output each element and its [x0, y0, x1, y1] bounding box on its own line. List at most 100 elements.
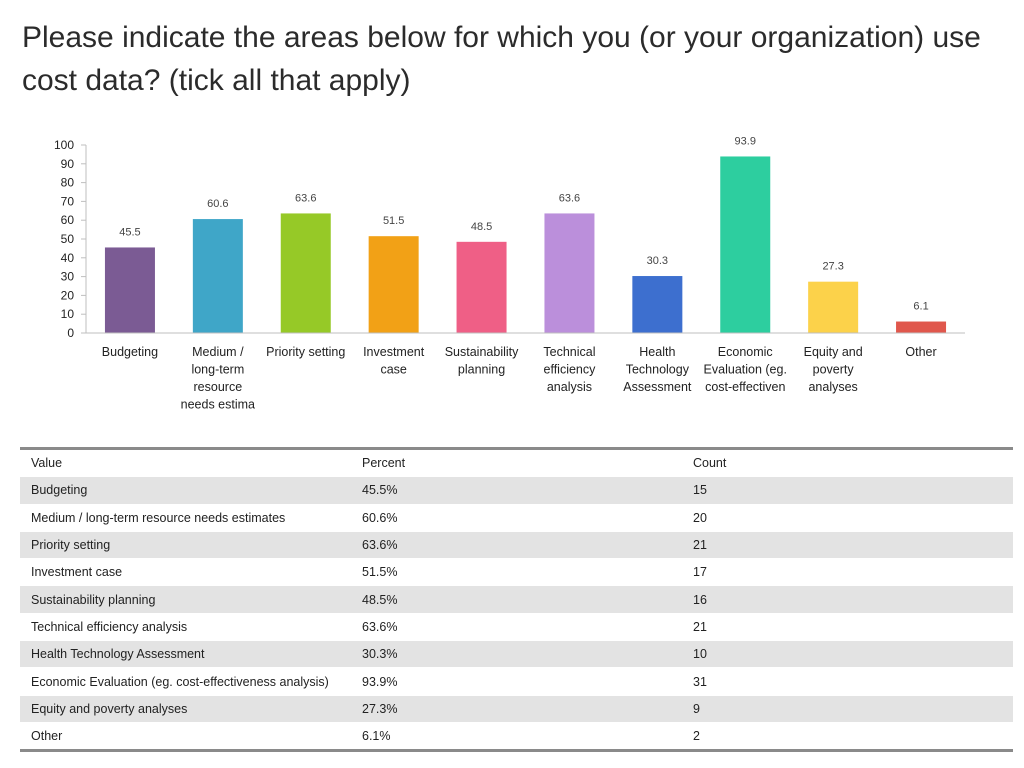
data-label: 93.9: [735, 135, 756, 147]
category-label-line: cost-effectiven: [705, 380, 785, 394]
category-label-line: analyses: [808, 380, 857, 394]
bar: [192, 219, 243, 333]
category-label: Health Technology Assessment: [623, 345, 692, 394]
category-label: Technical efficiency analysis: [543, 345, 596, 394]
category-label-line: Health: [639, 345, 675, 359]
percent-cell: 93.9%: [351, 667, 682, 696]
data-label: 45.5: [119, 226, 140, 238]
value-cell: Health Technology Assessment: [20, 640, 351, 669]
value-cell: Other: [20, 722, 351, 752]
category-label-line: planning: [458, 363, 505, 377]
category-label-line: poverty: [813, 363, 855, 377]
table-row: Other 6.1% 2: [20, 722, 1013, 752]
category-label-line: long-term: [191, 363, 244, 377]
bar: [632, 276, 683, 333]
value-cell: Priority setting: [20, 531, 351, 560]
count-cell: 10: [682, 640, 1013, 669]
category-label-line: needs estima: [181, 398, 255, 412]
percent-cell: 27.3%: [351, 695, 682, 723]
category-label-line: analysis: [547, 380, 592, 394]
bar: [104, 247, 155, 333]
bar: [544, 213, 595, 333]
value-cell: Budgeting: [20, 476, 351, 505]
bar: [896, 321, 947, 333]
category-label-line: Economic: [718, 345, 773, 359]
table-body: Budgeting 45.5% 15 Medium / long-term resou…: [20, 476, 1013, 752]
count-cell: 9: [682, 695, 1013, 723]
table-row: Investment case 51.5% 17: [20, 558, 1013, 587]
table-row: Technical efficiency analysis 63.6% 21: [20, 613, 1013, 642]
category-label-line: case: [380, 363, 406, 377]
value-cell: Medium / long-term resource needs estima…: [20, 504, 351, 532]
count-cell: 20: [682, 504, 1013, 532]
table-header-row: Value Percent Count: [20, 448, 1013, 478]
header-count: Count: [682, 448, 1013, 478]
category-label: Priority setting: [266, 345, 345, 359]
category-label: Other: [905, 345, 936, 359]
percent-cell: 60.6%: [351, 504, 682, 532]
table-row: Sustainability planning 48.5% 16: [20, 585, 1013, 614]
category-label-line: Other: [905, 345, 936, 359]
category-label: Medium / long-term resource needs estima: [181, 345, 255, 412]
data-label: 60.6: [207, 198, 228, 210]
bar-series: 45.5 60.6 63.6 51.5 48.5 63.6 30.3 93.9 27.3 6.1: [104, 135, 947, 333]
data-label: 51.5: [383, 215, 404, 227]
y-tick-label: 100: [54, 138, 74, 152]
category-label-line: resource: [194, 380, 243, 394]
percent-cell: 51.5%: [351, 558, 682, 587]
count-cell: 16: [682, 585, 1013, 614]
table-row: Health Technology Assessment 30.3% 10: [20, 640, 1013, 669]
category-label-line: Technology: [626, 363, 690, 377]
table-row: Equity and poverty analyses 27.3% 9: [20, 695, 1013, 723]
data-label: 63.6: [559, 192, 580, 204]
category-label-line: Technical: [543, 345, 595, 359]
value-cell: Economic Evaluation (eg. cost-effectiven…: [20, 667, 351, 696]
y-tick-label: 80: [61, 176, 75, 190]
y-tick-label: 70: [61, 194, 75, 208]
category-label-line: Assessment: [623, 380, 692, 394]
table-row: Economic Evaluation (eg. cost-effectiven…: [20, 667, 1013, 696]
category-label-line: Priority setting: [266, 345, 345, 359]
data-label: 30.3: [647, 255, 668, 267]
category-label-line: Sustainability: [445, 345, 519, 359]
count-cell: 31: [682, 667, 1013, 696]
category-label: Equity and poverty analyses: [804, 345, 863, 394]
value-cell: Technical efficiency analysis: [20, 613, 351, 642]
y-tick-label: 10: [61, 307, 75, 321]
count-cell: 21: [682, 613, 1013, 642]
count-cell: 2: [682, 722, 1013, 752]
category-label-line: Evaluation (eg.: [704, 363, 787, 377]
y-tick-label: 90: [61, 157, 75, 171]
percent-cell: 48.5%: [351, 585, 682, 614]
category-label-line: Budgeting: [102, 345, 158, 359]
count-cell: 15: [682, 476, 1013, 505]
y-tick-label: 20: [61, 288, 75, 302]
header-value: Value: [20, 448, 351, 478]
header-percent: Percent: [351, 448, 682, 478]
y-tick-label: 30: [61, 270, 75, 284]
page-title: Please indicate the areas below for whic…: [22, 21, 981, 97]
percent-cell: 45.5%: [351, 476, 682, 505]
category-label: Sustainability planning: [445, 345, 519, 377]
y-axis: 0 10 20 30 40 50 60 70 80 90 100: [54, 138, 87, 340]
bar: [456, 241, 507, 333]
bar: [808, 281, 859, 333]
data-label: 48.5: [471, 221, 492, 233]
y-tick-label: 50: [61, 232, 75, 246]
value-cell: Sustainability planning: [20, 585, 351, 614]
y-tick-label: 0: [67, 326, 74, 340]
results-table: Value Percent Count Budgeting 45.5% 15 Medi…: [20, 447, 1013, 753]
percent-cell: 30.3%: [351, 640, 682, 669]
table-row: Priority setting 63.6% 21: [20, 531, 1013, 560]
value-cell: Equity and poverty analyses: [20, 695, 351, 723]
category-label: Budgeting: [102, 345, 158, 359]
category-label-line: Equity and: [804, 345, 863, 359]
percent-cell: 63.6%: [351, 613, 682, 642]
x-axis: Budgeting Medium / long-term resource needs …: [86, 332, 965, 412]
percent-cell: 6.1%: [351, 722, 682, 752]
bar: [280, 213, 331, 333]
category-label-line: Investment: [363, 345, 425, 359]
y-tick-label: 40: [61, 251, 75, 265]
count-cell: 21: [682, 531, 1013, 560]
